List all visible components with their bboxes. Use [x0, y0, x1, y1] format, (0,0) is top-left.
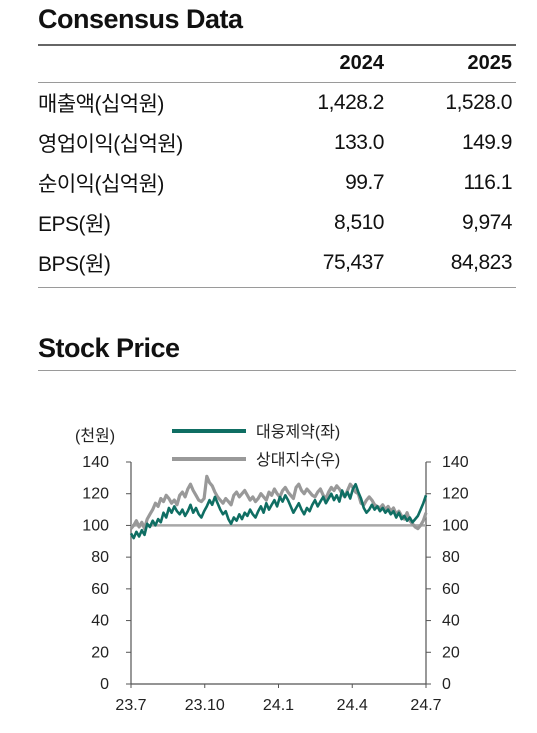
right-tick-label: 100	[442, 517, 469, 534]
value-2024: 99.7	[345, 171, 384, 194]
value-2024: 8,510	[333, 211, 385, 234]
table-row: BPS(원) 75,437 84,823	[38, 243, 516, 283]
left-tick-label: 20	[91, 644, 109, 661]
table-row: EPS(원) 8,510 9,974	[38, 203, 516, 243]
left-tick-label: 60	[91, 581, 109, 598]
value-2025: 9,974	[461, 211, 513, 234]
header-blank	[38, 44, 238, 83]
left-tick-label: 40	[91, 613, 109, 630]
legend-label: 상대지수(우)	[256, 451, 340, 469]
x-tick-label: 23.10	[185, 697, 225, 714]
x-tick-label: 24.7	[410, 697, 441, 714]
stock-price-chart: 0 20 40 60 80 100 120 140 0 20 40 60 80 100 120 140 23.7…	[75, 423, 469, 714]
stock-title: Stock Price	[38, 333, 180, 363]
consensus-header-row: 2024 2025	[38, 44, 516, 83]
consensus-title: Consensus Data	[38, 4, 243, 34]
stock-title-rule	[38, 370, 516, 371]
right-tick-label: 20	[442, 644, 460, 661]
right-tick-label: 60	[442, 581, 460, 598]
right-tick-label: 120	[442, 486, 469, 503]
row-label: BPS(원)	[38, 253, 111, 276]
y-unit-label: (천원)	[75, 427, 115, 445]
right-tick-label: 140	[442, 454, 469, 471]
x-tick-label: 23.7	[115, 697, 146, 714]
value-2025: 116.1	[463, 171, 513, 194]
consensus-table: 2024 2025 매출액(십억원) 1,428.2 1,528.0 영업이익(…	[38, 44, 516, 283]
left-tick-label: 80	[91, 549, 109, 566]
value-2025: 84,823	[450, 251, 513, 274]
row-label: 매출액(십억원)	[38, 93, 164, 116]
right-tick-label: 80	[442, 549, 460, 566]
right-tick-label: 40	[442, 613, 460, 630]
table-row: 순이익(십억원) 99.7 116.1	[38, 163, 516, 203]
value-2025: 149.9	[461, 131, 513, 154]
right-tick-label: 0	[442, 676, 451, 693]
consensus-title-rule	[38, 44, 516, 46]
value-2025: 1,528.0	[445, 91, 512, 114]
value-2024: 75,437	[322, 251, 385, 274]
consensus-bottom-rule	[38, 287, 516, 288]
header-2025: 2025	[467, 51, 513, 74]
x-tick-label: 24.4	[337, 697, 368, 714]
row-label: 영업이익(십억원)	[38, 133, 183, 156]
x-tick-label: 24.1	[263, 697, 294, 714]
left-tick-label: 120	[82, 486, 109, 503]
series-line-daewoong	[129, 482, 428, 540]
table-row: 매출액(십억원) 1,428.2 1,528.0	[38, 83, 516, 124]
left-tick-label: 100	[82, 517, 109, 534]
value-2024: 133.0	[333, 131, 385, 154]
table-row: 영업이익(십억원) 133.0 149.9	[38, 123, 516, 163]
header-2024: 2024	[339, 51, 385, 74]
value-2024: 1,428.2	[317, 91, 384, 114]
left-tick-label: 140	[82, 454, 109, 471]
left-tick-label: 0	[100, 676, 109, 693]
row-label: EPS(원)	[38, 213, 111, 236]
legend-label: 대웅제약(좌)	[256, 423, 340, 441]
row-label: 순이익(십억원)	[38, 173, 164, 196]
